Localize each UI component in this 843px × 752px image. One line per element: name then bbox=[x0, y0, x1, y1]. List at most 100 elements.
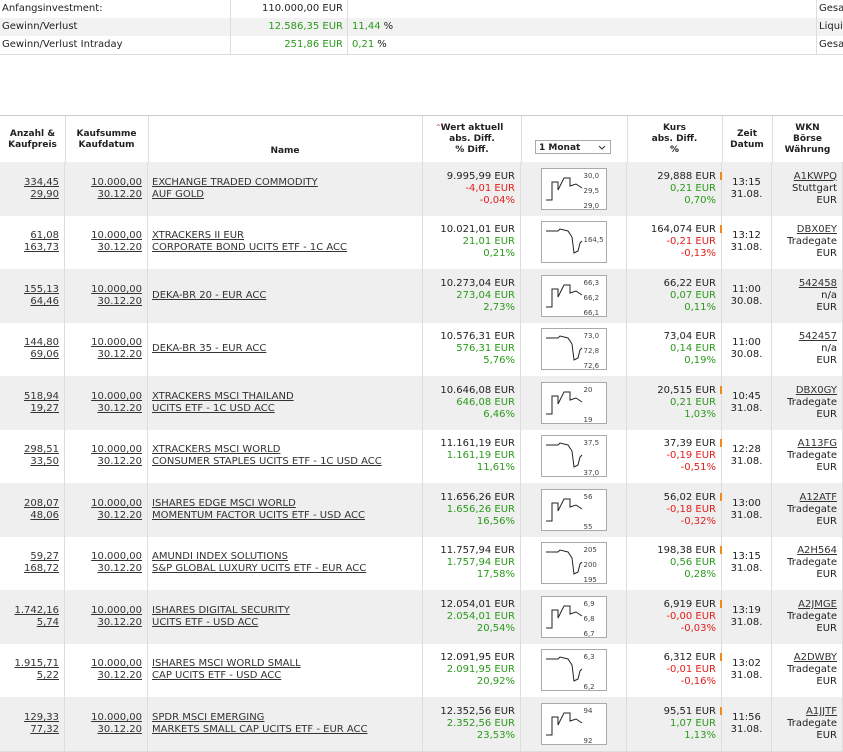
quantity[interactable]: 61,08 bbox=[30, 230, 59, 242]
quantity[interactable]: 144,80 bbox=[24, 337, 59, 349]
wkn[interactable]: A113FG bbox=[798, 438, 837, 450]
wkn[interactable]: 542458 bbox=[799, 278, 837, 290]
summary-unit: % bbox=[377, 39, 387, 50]
sparkline-label: 20 bbox=[584, 386, 593, 394]
buy-date[interactable]: 30.12.20 bbox=[97, 617, 142, 629]
security-name[interactable]: CONSUMER STAPLES UCITS ETF - 1C USD ACC bbox=[152, 456, 382, 468]
price-pct-diff: 0,19% bbox=[684, 355, 716, 367]
value-current: 12.352,56 EUR bbox=[440, 706, 515, 718]
security-name[interactable]: EXCHANGE TRADED COMMODITY bbox=[152, 177, 318, 189]
security-name[interactable]: DEKA-BR 20 - EUR ACC bbox=[152, 290, 266, 302]
quantity[interactable]: 59,27 bbox=[30, 551, 59, 563]
kurs-cell: 164,074 EUR-0,21 EUR-0,13% bbox=[627, 216, 722, 270]
buy-price[interactable]: 64,46 bbox=[30, 296, 59, 308]
header-text: Datum bbox=[730, 140, 764, 151]
period-select[interactable]: 1 Monat bbox=[535, 140, 611, 154]
wkn[interactable]: A2JMGE bbox=[798, 599, 837, 611]
quantity[interactable]: 334,45 bbox=[24, 177, 59, 189]
security-name[interactable]: UCITS ETF - 1C USD ACC bbox=[152, 403, 275, 415]
wkn[interactable]: A2DWBY bbox=[794, 652, 837, 664]
buy-price[interactable]: 48,06 bbox=[30, 510, 59, 522]
buy-sum[interactable]: 10.000,00 bbox=[91, 444, 142, 456]
sum-cell: 10.000,0030.12.20 bbox=[65, 697, 148, 751]
buy-price[interactable]: 168,72 bbox=[24, 563, 59, 575]
buy-date[interactable]: 30.12.20 bbox=[97, 349, 142, 361]
security-name[interactable]: XTRACKERS MSCI THAILAND bbox=[152, 391, 294, 403]
quantity[interactable]: 298,51 bbox=[24, 444, 59, 456]
security-name[interactable]: AMUNDI INDEX SOLUTIONS bbox=[152, 551, 288, 563]
quantity[interactable]: 1.742,16 bbox=[14, 605, 59, 617]
wkn[interactable]: DBX0EY bbox=[797, 224, 837, 236]
buy-sum[interactable]: 10.000,00 bbox=[91, 498, 142, 510]
security-name[interactable]: XTRACKERS MSCI WORLD bbox=[152, 444, 280, 456]
price-current: 198,38 EUR bbox=[657, 545, 716, 556]
security-name[interactable]: S&P GLOBAL LUXURY UCITS ETF - EUR ACC bbox=[152, 563, 366, 575]
buy-sum[interactable]: 10.000,00 bbox=[91, 605, 142, 617]
buy-date[interactable]: 30.12.20 bbox=[97, 670, 142, 682]
buy-date[interactable]: 30.12.20 bbox=[97, 510, 142, 522]
summary-unit: % bbox=[384, 21, 394, 32]
wkn[interactable]: A1KWPQ bbox=[794, 171, 837, 183]
buy-sum[interactable]: 10.000,00 bbox=[91, 712, 142, 724]
security-name[interactable]: MOMENTUM FACTOR UCITS ETF - USD ACC bbox=[152, 510, 365, 522]
price-current: 6,919 EUR bbox=[664, 599, 716, 610]
buy-sum[interactable]: 10.000,00 bbox=[91, 230, 142, 242]
buy-date[interactable]: 30.12.20 bbox=[97, 563, 142, 575]
value-pct-diff: 6,46% bbox=[483, 409, 515, 421]
security-name[interactable]: ISHARES DIGITAL SECURITY bbox=[152, 605, 290, 617]
buy-sum[interactable]: 10.000,00 bbox=[91, 391, 142, 403]
wkn[interactable]: A2H564 bbox=[797, 545, 837, 557]
quantity[interactable]: 129,33 bbox=[24, 712, 59, 724]
wkn[interactable]: A12ATF bbox=[800, 492, 838, 504]
security-name[interactable]: MARKETS SMALL CAP UCITS ETF - EUR ACC bbox=[152, 724, 368, 736]
buy-date[interactable]: 30.12.20 bbox=[97, 403, 142, 415]
security-name[interactable]: CAP UCITS ETF - USD ACC bbox=[152, 670, 281, 682]
quantity[interactable]: 208,07 bbox=[24, 498, 59, 510]
price-abs-diff: 1,07 EUR bbox=[670, 718, 716, 730]
quantity[interactable]: 155,13 bbox=[24, 284, 59, 296]
sparkline-label: 195 bbox=[584, 576, 597, 584]
wkn[interactable]: 542457 bbox=[799, 331, 837, 343]
price-current: 37,39 EUR bbox=[664, 438, 716, 449]
buy-price[interactable]: 163,73 bbox=[24, 242, 59, 254]
buy-sum[interactable]: 10.000,00 bbox=[91, 658, 142, 670]
quantity[interactable]: 518,94 bbox=[24, 391, 59, 403]
exchange: Tradegate bbox=[787, 664, 837, 676]
quantity[interactable]: 1.915,71 bbox=[14, 658, 59, 670]
security-name[interactable]: CORPORATE BOND UCITS ETF - 1C ACC bbox=[152, 242, 347, 254]
buy-price[interactable]: 19,27 bbox=[30, 403, 59, 415]
buy-date[interactable]: 30.12.20 bbox=[97, 296, 142, 308]
price-abs-diff: -0,01 EUR bbox=[666, 664, 716, 676]
buy-price[interactable]: 77,32 bbox=[30, 724, 59, 736]
wert-cell: 12.054,01 EUR2.054,01 EUR20,54% bbox=[423, 590, 521, 644]
spark-cell: 5655 bbox=[521, 483, 627, 537]
security-name[interactable]: AUF GOLD bbox=[152, 189, 204, 201]
security-name[interactable]: SPDR MSCI EMERGING bbox=[152, 712, 264, 724]
buy-date[interactable]: 30.12.20 bbox=[97, 189, 142, 201]
buy-price[interactable]: 5,74 bbox=[37, 617, 59, 629]
buy-price[interactable]: 29,90 bbox=[30, 189, 59, 201]
time: 12:28 bbox=[732, 444, 761, 456]
security-name[interactable]: ISHARES MSCI WORLD SMALL bbox=[152, 658, 301, 670]
buy-sum[interactable]: 10.000,00 bbox=[91, 337, 142, 349]
security-name[interactable]: XTRACKERS II EUR bbox=[152, 230, 244, 242]
security-name[interactable]: UCITS ETF - USD ACC bbox=[152, 617, 258, 629]
buy-date[interactable]: 30.12.20 bbox=[97, 724, 142, 736]
buy-price[interactable]: 5,22 bbox=[37, 670, 59, 682]
buy-sum[interactable]: 10.000,00 bbox=[91, 284, 142, 296]
buy-date[interactable]: 30.12.20 bbox=[97, 456, 142, 468]
security-name[interactable]: DEKA-BR 35 - EUR ACC bbox=[152, 343, 266, 355]
table-row: 1.742,165,74 10.000,0030.12.20 ISHARES DIG… bbox=[0, 590, 843, 645]
buy-price[interactable]: 33,50 bbox=[30, 456, 59, 468]
wkn[interactable]: A1JJTF bbox=[806, 706, 837, 718]
price-current: 164,074 EUR bbox=[651, 224, 716, 235]
sparkline-line bbox=[544, 223, 584, 261]
buy-price[interactable]: 69,06 bbox=[30, 349, 59, 361]
security-name[interactable]: ISHARES EDGE MSCI WORLD bbox=[152, 498, 296, 510]
sort-icon: ⌃ bbox=[435, 122, 442, 133]
buy-date[interactable]: 30.12.20 bbox=[97, 242, 142, 254]
sparkline-label: 6,9 bbox=[584, 600, 595, 608]
wkn[interactable]: DBX0GY bbox=[796, 385, 837, 397]
buy-sum[interactable]: 10.000,00 bbox=[91, 177, 142, 189]
buy-sum[interactable]: 10.000,00 bbox=[91, 551, 142, 563]
